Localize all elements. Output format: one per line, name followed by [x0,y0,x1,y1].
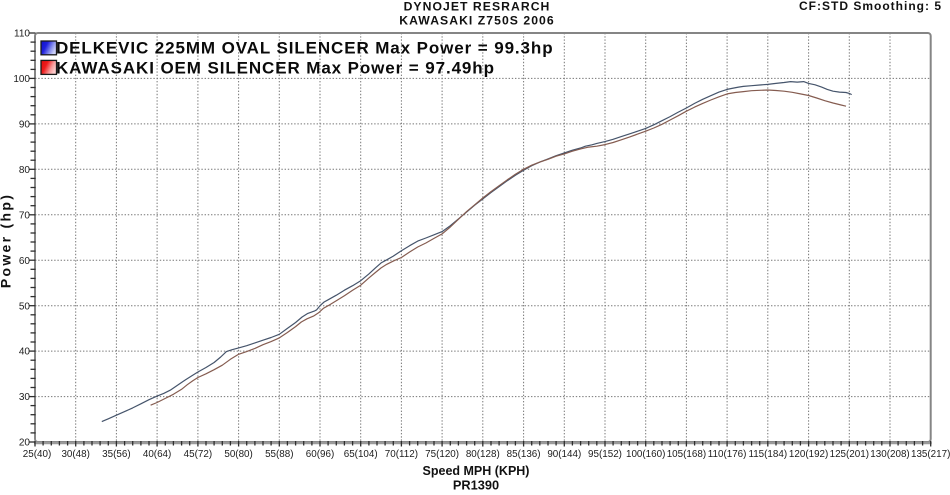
svg-text:KAWASAKI OEM SILENCER Max Powe: KAWASAKI OEM SILENCER Max Power = 97.49h… [56,58,495,77]
svg-text:100: 100 [13,74,30,85]
svg-text:110: 110 [14,29,30,40]
svg-text:90: 90 [19,120,31,131]
svg-text:95(152): 95(152) [588,449,622,460]
svg-text:KAWASAKI Z750S 2006: KAWASAKI Z750S 2006 [399,14,554,28]
svg-text:70: 70 [19,210,31,221]
svg-text:80(128): 80(128) [466,449,500,460]
svg-text:DYNOJET RESRARCH: DYNOJET RESRARCH [404,0,551,14]
svg-text:90(144): 90(144) [547,449,581,460]
svg-text:DELKEVIC 225MM OVAL SILENCER M: DELKEVIC 225MM OVAL SILENCER Max Power =… [56,38,553,57]
svg-text:115(184): 115(184) [748,449,787,460]
svg-text:35(56): 35(56) [102,449,130,460]
svg-text:40(64): 40(64) [143,449,171,460]
svg-text:80: 80 [19,165,31,176]
svg-text:30(48): 30(48) [61,449,89,460]
svg-text:CF:STD Smoothing: 5: CF:STD Smoothing: 5 [799,0,942,13]
svg-text:Speed MPH (KPH): Speed MPH (KPH) [423,464,530,478]
svg-text:75(120): 75(120) [425,449,459,460]
svg-text:100(160): 100(160) [626,449,665,460]
svg-text:110(176): 110(176) [708,449,747,460]
svg-text:105(168): 105(168) [667,449,706,460]
svg-text:70(112): 70(112) [385,449,418,460]
svg-text:60(96): 60(96) [306,449,334,460]
svg-text:85(136): 85(136) [507,449,541,460]
svg-text:30: 30 [19,392,31,403]
svg-text:60: 60 [19,256,31,267]
svg-text:40: 40 [19,347,31,358]
svg-text:55(88): 55(88) [265,449,293,460]
svg-text:45(72): 45(72) [184,449,212,460]
svg-text:130(208): 130(208) [870,449,909,460]
svg-text:Power (hp): Power (hp) [0,193,14,288]
svg-text:25(40): 25(40) [23,449,51,460]
svg-text:50(80): 50(80) [224,449,252,460]
svg-text:20: 20 [19,438,31,449]
svg-text:125(201): 125(201) [830,449,869,460]
svg-text:50: 50 [19,301,31,312]
svg-text:PR1390: PR1390 [453,478,499,491]
svg-text:120(192): 120(192) [789,449,828,460]
svg-text:135(217): 135(217) [911,449,950,460]
svg-text:65(104): 65(104) [344,449,378,460]
